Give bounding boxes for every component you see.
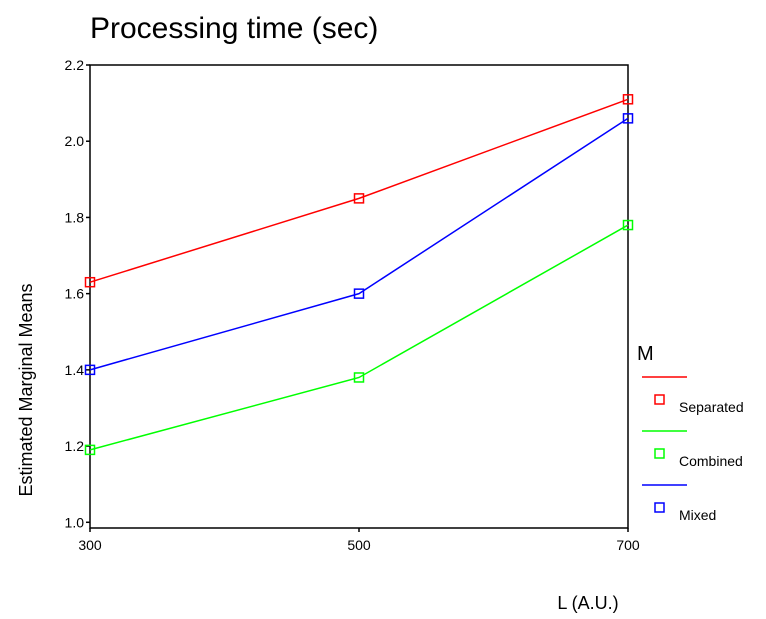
data-point-separated [622,94,634,105]
data-point-combined [84,444,96,456]
series-line-separated [89,98,629,283]
series-line-mixed [89,117,629,371]
y-tick-label: 2.2 [65,57,85,73]
data-point-separated [84,276,96,288]
data-point-combined [353,372,365,383]
y-axis: 1.0 1.2 1.4 1.6 1.8 2.0 2.2 [65,57,90,530]
y-tick-label: 1.8 [65,209,85,225]
x-axis: 300 500 700 [78,528,640,553]
series-line-combined [89,224,629,451]
x-axis-label: L (A.U.) [557,593,618,613]
y-tick-label: 1.4 [65,362,85,378]
data-point-mixed [353,288,365,299]
plot-frame [89,64,629,529]
y-tick-label: 1.6 [65,286,85,302]
y-tick-label: 1.2 [65,438,85,454]
legend-label-separated: Separated [679,399,744,415]
y-tick-label: 2.0 [65,133,85,149]
x-tick-label: 300 [78,537,102,553]
chart-title: Processing time (sec) [90,12,378,45]
legend-marker-mixed [654,502,665,513]
legend-title: M [637,343,654,365]
data-point-mixed [622,113,634,124]
y-axis-label: Estimated Marginal Means [16,283,36,496]
x-tick-label: 500 [347,537,371,553]
data-point-separated [353,193,365,204]
legend-label-mixed: Mixed [679,507,716,523]
data-point-mixed [84,364,96,376]
legend-label-combined: Combined [679,453,743,469]
data-point-combined [622,219,634,231]
legend: Separated Combined Mixed [642,376,744,523]
series-layer [84,94,634,456]
legend-marker-combined [654,448,665,459]
y-tick-label: 1.0 [65,514,85,530]
x-tick-label: 700 [616,537,640,553]
legend-marker-separated [654,394,665,405]
